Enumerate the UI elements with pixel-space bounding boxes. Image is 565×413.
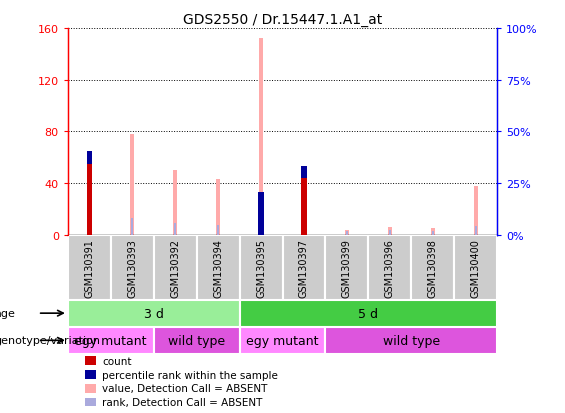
Bar xyxy=(68,300,240,327)
Bar xyxy=(68,235,111,300)
Text: rank, Detection Call = ABSENT: rank, Detection Call = ABSENT xyxy=(102,397,263,407)
Bar xyxy=(325,327,497,354)
Text: wild type: wild type xyxy=(383,334,440,347)
Text: GSM130399: GSM130399 xyxy=(342,238,352,297)
Bar xyxy=(130,135,134,235)
Bar xyxy=(282,235,325,300)
Text: GSM130391: GSM130391 xyxy=(84,238,94,297)
Text: GSM130396: GSM130396 xyxy=(385,238,395,297)
Bar xyxy=(473,186,478,235)
Title: GDS2550 / Dr.15447.1.A1_at: GDS2550 / Dr.15447.1.A1_at xyxy=(183,12,382,26)
Bar xyxy=(301,178,307,235)
Text: GSM130395: GSM130395 xyxy=(256,238,266,297)
Bar xyxy=(431,229,435,235)
Bar xyxy=(154,327,240,354)
Text: percentile rank within the sample: percentile rank within the sample xyxy=(102,370,278,380)
Bar xyxy=(85,370,95,379)
Bar xyxy=(85,356,95,365)
Text: age: age xyxy=(0,309,16,318)
Bar xyxy=(411,235,454,300)
Bar xyxy=(345,230,349,235)
Bar xyxy=(258,193,264,235)
Text: GSM130394: GSM130394 xyxy=(213,238,223,297)
Bar xyxy=(368,235,411,300)
Bar xyxy=(197,235,240,300)
Bar xyxy=(346,231,348,235)
Text: GSM130392: GSM130392 xyxy=(170,238,180,297)
Text: 5 d: 5 d xyxy=(358,307,379,320)
Bar xyxy=(174,224,176,235)
Bar xyxy=(432,231,434,235)
Bar xyxy=(454,235,497,300)
Text: egy mutant: egy mutant xyxy=(246,334,319,347)
Bar xyxy=(85,398,95,406)
Bar xyxy=(216,180,220,235)
Bar xyxy=(388,228,392,235)
Text: wild type: wild type xyxy=(168,334,225,347)
Bar xyxy=(86,164,92,235)
Text: count: count xyxy=(102,356,132,366)
Bar xyxy=(217,225,219,235)
Bar xyxy=(111,235,154,300)
Text: GSM130398: GSM130398 xyxy=(428,238,438,297)
Bar xyxy=(131,218,133,235)
Bar xyxy=(240,235,282,300)
Bar xyxy=(325,235,368,300)
Bar xyxy=(86,152,92,164)
Text: GSM130400: GSM130400 xyxy=(471,238,481,297)
Text: genotype/variation: genotype/variation xyxy=(0,335,101,346)
Text: value, Detection Call = ABSENT: value, Detection Call = ABSENT xyxy=(102,383,267,393)
Bar xyxy=(240,327,325,354)
Bar xyxy=(389,230,391,235)
Text: egy mutant: egy mutant xyxy=(75,334,147,347)
Text: GSM130397: GSM130397 xyxy=(299,238,309,297)
Bar xyxy=(154,235,197,300)
Text: GSM130393: GSM130393 xyxy=(127,238,137,297)
Bar xyxy=(173,171,177,235)
Bar xyxy=(301,167,307,178)
Bar xyxy=(68,327,154,354)
Bar xyxy=(475,226,477,235)
Bar xyxy=(240,300,497,327)
Text: 3 d: 3 d xyxy=(144,307,164,320)
Bar xyxy=(85,384,95,393)
Bar xyxy=(259,39,263,235)
